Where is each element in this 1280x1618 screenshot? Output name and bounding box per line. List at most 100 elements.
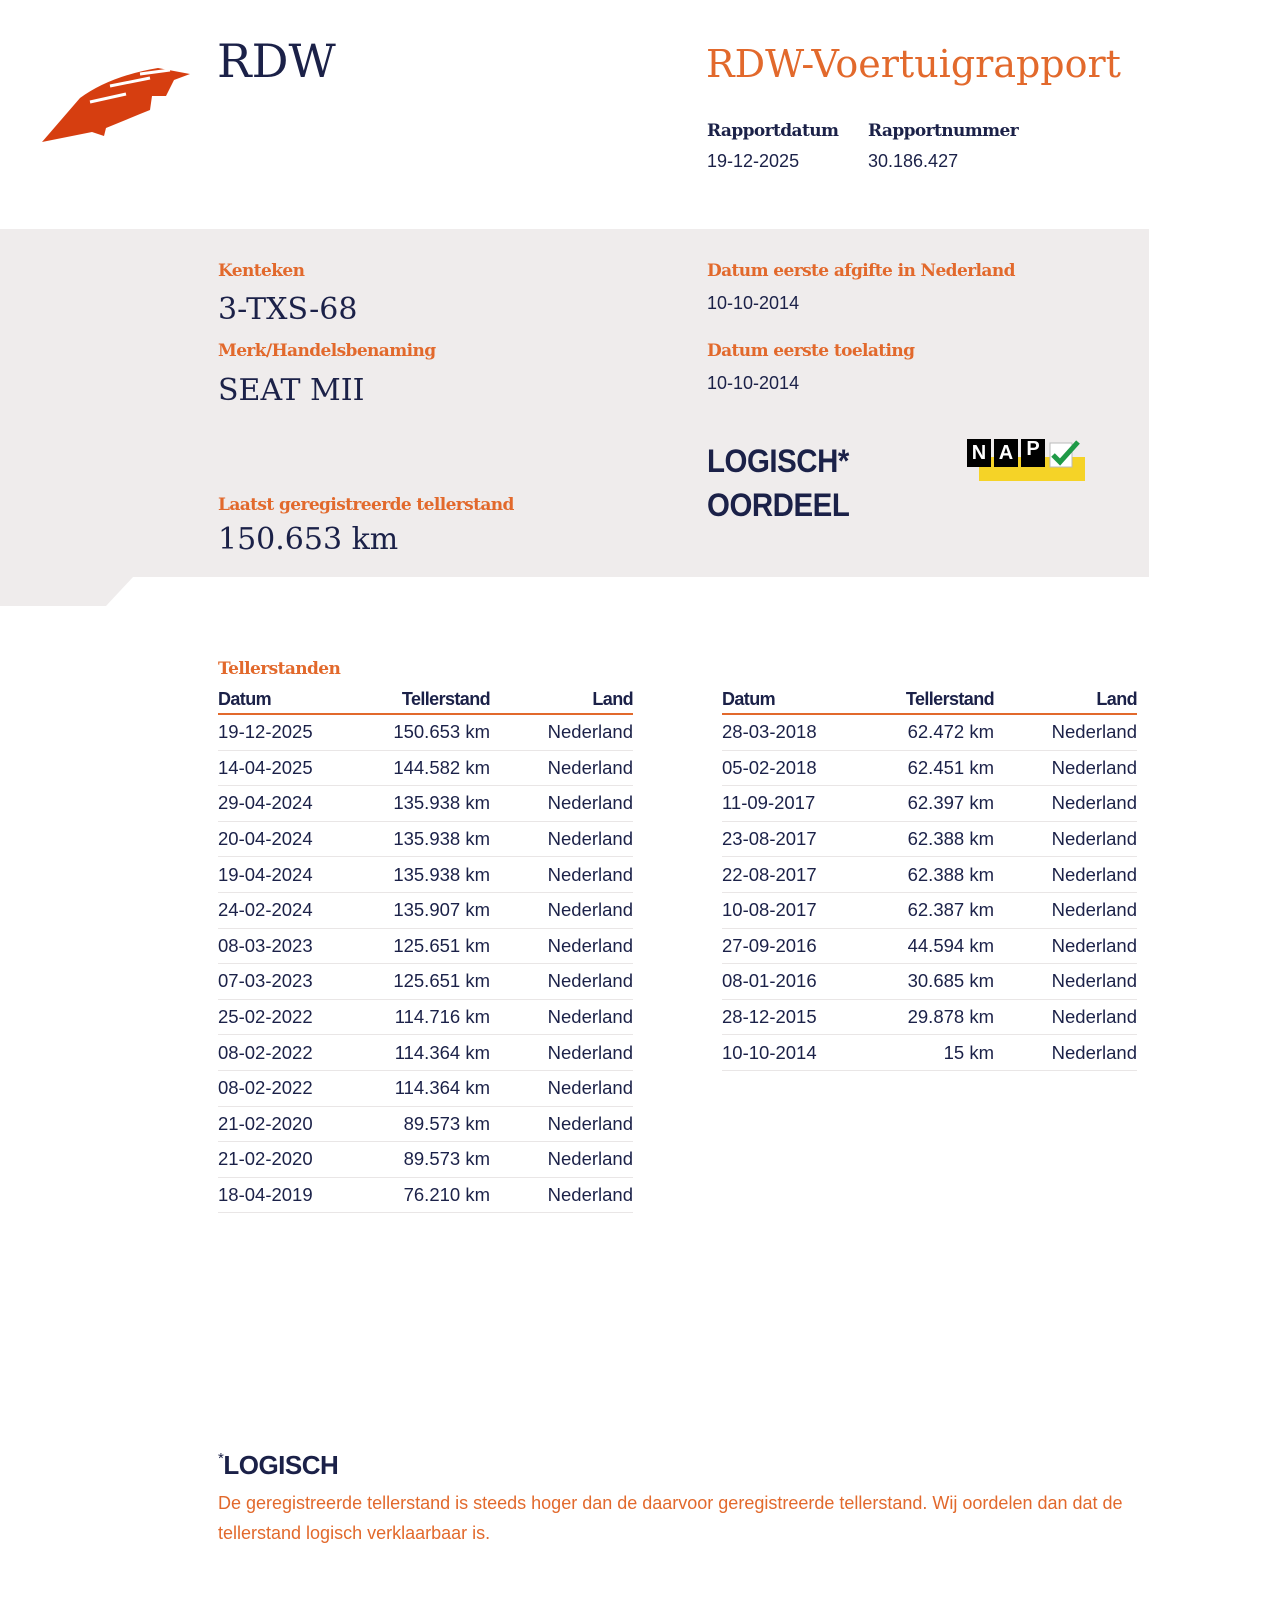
rdw-logo-icon	[42, 68, 190, 142]
col-odometer-cell: 15 km	[862, 1034, 994, 1071]
report-date-label: Rapportdatum	[707, 121, 839, 141]
table-header: Datum Tellerstand Land	[722, 689, 1138, 715]
col-odometer-cell: 62.388 km	[862, 856, 994, 893]
col-country-cell: Nederland	[490, 821, 633, 858]
first-issue-nl-value: 10-10-2014	[707, 293, 800, 313]
header-col-odometer: Tellerstand	[862, 689, 995, 715]
table-row: 21-02-2020 89.573 km Nederland	[218, 1106, 633, 1143]
table-row: 28-12-2015 29.878 km Nederland	[722, 999, 1137, 1036]
col-date-cell: 27-09-2016	[722, 928, 862, 965]
table-row: 18-04-2019 76.210 km Nederland	[218, 1177, 633, 1214]
col-country-cell: Nederland	[490, 750, 633, 787]
col-odometer-cell: 62.388 km	[862, 821, 994, 858]
col-date-cell: 14-04-2025	[218, 750, 358, 787]
panel-notch	[0, 576, 134, 606]
table-row: 19-04-2024 135.938 km Nederland	[218, 856, 633, 893]
footnote-text: De geregistreerde tellerstand is steeds …	[218, 1493, 1123, 1543]
table-row: 14-04-2025 144.582 km Nederland	[218, 750, 633, 787]
checkmark-icon	[1049, 440, 1080, 468]
col-odometer-cell: 29.878 km	[862, 999, 994, 1036]
col-country-cell: Nederland	[994, 999, 1137, 1036]
col-country-cell: Nederland	[490, 714, 633, 751]
col-odometer-cell: 76.210 km	[358, 1177, 490, 1214]
col-odometer-cell: 62.397 km	[862, 785, 994, 822]
col-date-cell: 10-10-2014	[722, 1034, 862, 1071]
col-odometer-cell: 44.594 km	[862, 928, 994, 965]
rdw-logo-text: RDW	[217, 34, 336, 88]
col-country-cell: Nederland	[490, 1070, 633, 1107]
table-row: 08-02-2022 114.364 km Nederland	[218, 1034, 633, 1071]
nap-logo: N A P	[967, 437, 1085, 483]
table-row: 28-03-2018 62.472 km Nederland	[722, 714, 1137, 751]
first-issue-nl-label: Datum eerste afgifte in Nederland	[707, 261, 1015, 281]
footnote-asterisk: *	[218, 1450, 224, 1467]
col-date-cell: 22-08-2017	[722, 856, 862, 893]
verdict-line1: LOGISCH*	[707, 443, 849, 479]
col-country-cell: Nederland	[490, 1106, 633, 1143]
col-odometer-cell: 125.651 km	[358, 963, 490, 1000]
col-odometer-cell: 114.364 km	[358, 1034, 490, 1071]
table-row: 25-02-2022 114.716 km Nederland	[218, 999, 633, 1036]
header-col-date: Datum	[722, 689, 862, 715]
col-country-cell: Nederland	[994, 821, 1137, 858]
table-header: Datum Tellerstand Land	[218, 689, 634, 715]
col-odometer-cell: 135.938 km	[358, 785, 490, 822]
col-date-cell: 25-02-2022	[218, 999, 358, 1036]
col-country-cell: Nederland	[994, 928, 1137, 965]
table-row: 08-03-2023 125.651 km Nederland	[218, 928, 633, 965]
report-number-label: Rapportnummer	[868, 121, 1019, 141]
header-col-odometer: Tellerstand	[358, 689, 491, 715]
odometer-title: Tellerstanden	[218, 659, 341, 679]
table-row: 20-04-2024 135.938 km Nederland	[218, 821, 633, 858]
col-odometer-cell: 114.364 km	[358, 1070, 490, 1107]
col-country-cell: Nederland	[490, 892, 633, 929]
col-odometer-cell: 62.387 km	[862, 892, 994, 929]
col-date-cell: 28-03-2018	[722, 714, 862, 751]
col-date-cell: 07-03-2023	[218, 963, 358, 1000]
col-date-cell: 11-09-2017	[722, 785, 862, 822]
col-date-cell: 08-03-2023	[218, 928, 358, 965]
col-odometer-cell: 135.907 km	[358, 892, 490, 929]
brand-value: SEAT MII	[218, 373, 365, 408]
col-country-cell: Nederland	[994, 750, 1137, 787]
col-odometer-cell: 114.716 km	[358, 999, 490, 1036]
col-country-cell: Nederland	[490, 785, 633, 822]
last-odometer-label: Laatst geregistreerde tellerstand	[218, 495, 514, 515]
col-odometer-cell: 89.573 km	[358, 1106, 490, 1143]
col-odometer-cell: 135.938 km	[358, 821, 490, 858]
col-date-cell: 19-12-2025	[218, 714, 358, 751]
nap-letter-p: P	[1021, 439, 1045, 467]
col-country-cell: Nederland	[490, 1034, 633, 1071]
nap-letter-a: A	[994, 439, 1018, 467]
col-country-cell: Nederland	[994, 714, 1137, 751]
table-row: 08-02-2022 114.364 km Nederland	[218, 1070, 633, 1107]
col-country-cell: Nederland	[490, 856, 633, 893]
col-country-cell: Nederland	[994, 963, 1137, 1000]
col-date-cell: 08-02-2022	[218, 1034, 358, 1071]
table-row: 19-12-2025 150.653 km Nederland	[218, 714, 633, 751]
col-date-cell: 29-04-2024	[218, 785, 358, 822]
vehicle-info-panel	[0, 229, 1149, 577]
header-col-country: Land	[994, 689, 1138, 715]
col-odometer-cell: 144.582 km	[358, 750, 490, 787]
col-country-cell: Nederland	[994, 1034, 1137, 1071]
col-date-cell: 23-08-2017	[722, 821, 862, 858]
table-row: 23-08-2017 62.388 km Nederland	[722, 821, 1137, 858]
odometer-table-left: Datum Tellerstand Land 19-12-2025 150.653 km…	[218, 689, 634, 1214]
col-country-cell: Nederland	[490, 963, 633, 1000]
col-date-cell: 10-08-2017	[722, 892, 862, 929]
col-country-cell: Nederland	[994, 785, 1137, 822]
nap-letter-n: N	[967, 439, 991, 467]
table-row: 22-08-2017 62.388 km Nederland	[722, 856, 1137, 893]
plate-value: 3-TXS-68	[218, 292, 358, 327]
col-date-cell: 21-02-2020	[218, 1141, 358, 1178]
first-admission-label: Datum eerste toelating	[707, 341, 915, 361]
report-title: RDW-Voertuigrapport	[706, 42, 1121, 86]
col-date-cell: 08-01-2016	[722, 963, 862, 1000]
col-odometer-cell: 150.653 km	[358, 714, 490, 751]
plate-label: Kenteken	[218, 261, 305, 281]
report-date: 19-12-2025	[707, 151, 800, 171]
verdict-line2: OORDEEL	[707, 487, 850, 523]
table-row: 29-04-2024 135.938 km Nederland	[218, 785, 633, 822]
header-col-date: Datum	[218, 689, 358, 715]
